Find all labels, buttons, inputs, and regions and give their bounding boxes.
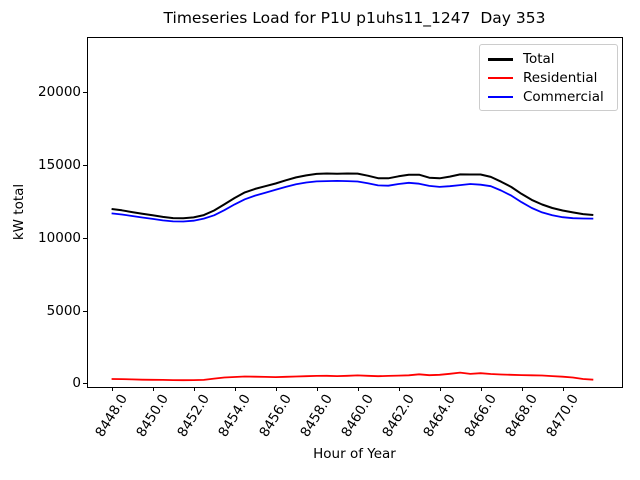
legend: Total Residential Commercial: [479, 44, 618, 111]
legend-line-residential-icon: [488, 76, 513, 80]
series-line-commercial: [111, 179, 594, 223]
legend-label-total: Total: [523, 51, 555, 68]
chart-title: Timeseries Load for P1U p1uhs11_1247 Day…: [163, 9, 546, 27]
y-tick-label: 0: [72, 375, 81, 392]
legend-entry-commercial: Commercial: [488, 87, 609, 106]
y-tick-label: 10000: [38, 229, 81, 246]
legend-entry-total: Total: [488, 50, 609, 69]
y-axis-label: kW total: [11, 183, 27, 241]
y-tick-label: 15000: [38, 157, 81, 174]
series-line-total: [111, 172, 594, 220]
legend-line-commercial-icon: [488, 95, 513, 98]
y-tick-label: 20000: [38, 84, 81, 101]
legend-label-residential: Residential: [523, 70, 598, 86]
y-tick-label: 5000: [46, 302, 81, 319]
series-line-residential: [111, 371, 594, 382]
legend-label-commercial: Commercial: [523, 88, 604, 105]
axes-spines: [87, 37, 623, 388]
x-axis-label: Hour of Year: [313, 446, 396, 462]
legend-line-total-icon: [488, 58, 513, 61]
legend-entry-residential: Residential: [488, 69, 609, 88]
